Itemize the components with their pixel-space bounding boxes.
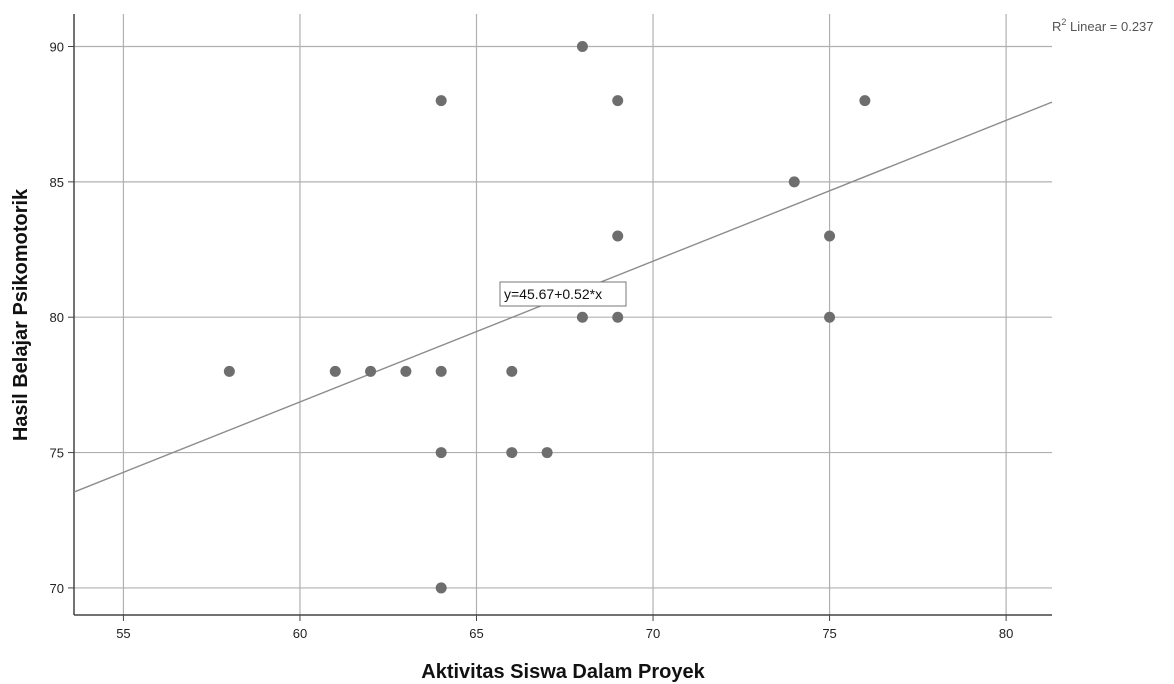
data-point [506,365,518,377]
data-point [824,311,836,323]
data-point [506,447,518,459]
axes [68,14,1052,621]
data-points [223,40,871,594]
data-point [612,230,624,242]
data-point [576,40,588,52]
y-tick-label: 75 [50,446,64,461]
x-tick-label: 80 [999,626,1013,641]
x-axis-title: Aktivitas Siswa Dalam Proyek [421,661,705,683]
r2-annotation: R2 Linear = 0.237 [1052,17,1154,34]
y-tick-label: 70 [50,581,64,596]
x-tick-label: 75 [822,626,836,641]
data-point [400,365,412,377]
x-tick-label: 65 [469,626,483,641]
data-point [612,95,624,107]
y-tick-label: 85 [50,175,64,190]
fit-equation-label: y=45.67+0.52*x [504,286,602,302]
data-point [435,95,447,107]
x-tick-label: 70 [646,626,660,641]
y-tick-label: 80 [50,310,64,325]
y-tick-label: 90 [50,39,64,54]
data-point [365,365,377,377]
fit-equation-box: y=45.67+0.52*x [499,281,627,307]
x-tick-labels: 55 60 65 70 75 80 [116,626,1013,641]
data-point [576,311,588,323]
x-tick-label: 60 [293,626,307,641]
data-point [435,582,447,594]
data-point [859,95,871,107]
data-point [612,311,624,323]
data-point [824,230,836,242]
data-point [435,447,447,459]
data-point [329,365,341,377]
data-point [435,365,447,377]
data-point [788,176,800,188]
y-axis-title: Hasil Belajar Psikomotorik [10,188,32,441]
x-tick-label: 55 [116,626,130,641]
y-tick-labels: 70 75 80 85 90 [50,39,64,595]
data-point [541,447,553,459]
data-point [223,365,235,377]
